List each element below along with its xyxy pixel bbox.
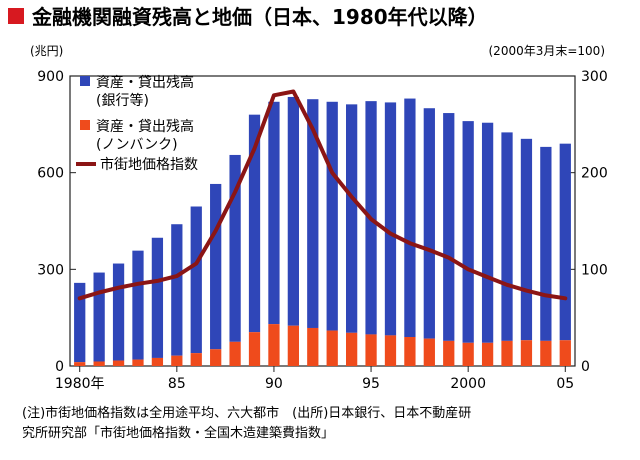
bar-banks-1993 (326, 101, 338, 331)
bar-nonbanks-1980 (74, 362, 86, 366)
title-marker (8, 8, 24, 24)
bar-nonbanks-2000 (462, 342, 474, 366)
right-tick-label: 300 (581, 69, 608, 85)
bar-banks-1994 (346, 104, 358, 333)
right-axis-unit: (2000年3月末=100) (489, 44, 606, 58)
bar-nonbanks-1994 (346, 332, 358, 366)
bar-banks-2000 (462, 121, 474, 343)
footnote-line-1: (注)市街地価格指数は全用途平均、六大都市 (出所)日本銀行、日本不動産研 (22, 405, 471, 421)
x-tick-label: 05 (556, 376, 574, 392)
legend-label-land-price: 市街地価格指数 (100, 156, 198, 173)
bar-banks-1990 (268, 101, 280, 325)
left-axis-ticks: 0 300 600 900 (37, 69, 76, 375)
bar-banks-1997 (404, 98, 416, 337)
chart-title: 金融機関融資残高と地価（日本、1980年代以降） (31, 5, 488, 29)
bar-banks-1985 (171, 224, 183, 356)
bar-banks-2001 (481, 122, 494, 343)
legend-label-banks: 資産・貸出残高 (96, 74, 194, 91)
bar-banks-1982 (112, 263, 125, 361)
x-tick-label: 85 (168, 376, 186, 392)
bar-nonbanks-1986 (190, 353, 202, 366)
bar-banks-2005 (559, 143, 571, 341)
legend-label-nonbanks: 資産・貸出残高 (96, 118, 194, 135)
bar-banks-1988 (229, 154, 241, 342)
right-tick-label: 0 (581, 359, 590, 375)
x-tick-label: 95 (362, 376, 380, 392)
bar-banks-1984 (151, 237, 164, 358)
bar-banks-1996 (384, 102, 397, 336)
land-price-line-group (77, 89, 568, 301)
bar-nonbanks-1981 (93, 361, 105, 366)
land-price-line (77, 89, 568, 301)
bar-banks-1998 (423, 108, 435, 339)
left-axis-unit: (兆円) (30, 44, 63, 58)
plot-area (69, 75, 576, 367)
left-tick-label: 300 (37, 262, 64, 278)
left-tick-label: 0 (55, 359, 64, 375)
bar-nonbanks-1984 (151, 357, 164, 366)
x-tick-label: 90 (265, 376, 283, 392)
right-axis-ticks: 0 100 200 300 (569, 69, 608, 375)
footnote-line-2: 究所研究部「市街地価格指数・全国木造建築費指数」 (22, 425, 334, 441)
x-tick-label: 2000 (450, 376, 486, 392)
bar-nonbanks-2004 (540, 340, 552, 366)
left-tick-label: 600 (37, 166, 64, 182)
bar-nonbanks-1995 (365, 334, 377, 366)
x-tick-label: 1980年 (55, 376, 105, 392)
legend-sub-banks: (銀行等) (96, 92, 149, 109)
bar-banks-1992 (307, 99, 319, 328)
bar-banks-2004 (540, 146, 552, 341)
bar-banks-1999 (443, 113, 455, 341)
bar-nonbanks-1990 (268, 324, 280, 366)
bar-nonbanks-1989 (248, 332, 261, 366)
bar-banks-2002 (501, 132, 513, 341)
legend-sub-nonbanks: (ノンバンク) (96, 137, 178, 153)
bar-nonbanks-1998 (423, 338, 435, 366)
bar-banks-1986 (190, 206, 202, 354)
bar-nonbanks-1993 (326, 330, 338, 366)
bar-nonbanks-1983 (132, 359, 144, 366)
legend: 資産・貸出残高 (銀行等) 資産・貸出残高 (ノンバンク) 市街地価格指数 (76, 74, 198, 173)
bar-banks-1989 (248, 114, 261, 333)
bar-banks-1980 (74, 282, 86, 363)
legend-swatch-nonbanks (80, 120, 90, 130)
bar-nonbanks-1996 (384, 335, 397, 366)
bar-nonbanks-2003 (520, 340, 533, 366)
bar-nonbanks-1991 (287, 325, 299, 366)
left-tick-label: 900 (37, 69, 64, 85)
right-tick-label: 100 (581, 262, 608, 278)
bar-nonbanks-1985 (171, 355, 183, 366)
bar-nonbanks-1988 (229, 341, 241, 366)
bar-nonbanks-2005 (559, 340, 571, 366)
right-tick-label: 200 (581, 166, 608, 182)
bar-nonbanks-1999 (443, 340, 455, 366)
bar-nonbanks-1992 (307, 327, 319, 366)
bar-nonbanks-1987 (210, 349, 222, 366)
bar-banks-1983 (132, 250, 144, 360)
bar-nonbanks-1997 (404, 337, 416, 366)
bar-banks-1991 (287, 96, 299, 326)
bar-banks-1987 (210, 183, 222, 350)
bar-nonbanks-2002 (501, 340, 513, 366)
legend-swatch-banks (80, 76, 90, 86)
bar-banks-2003 (520, 138, 533, 341)
x-axis-ticks: 1980年 85 90 95 2000 05 (55, 366, 574, 392)
bar-banks-1981 (93, 272, 105, 362)
bar-nonbanks-1982 (112, 360, 125, 366)
bar-nonbanks-2001 (481, 342, 494, 366)
